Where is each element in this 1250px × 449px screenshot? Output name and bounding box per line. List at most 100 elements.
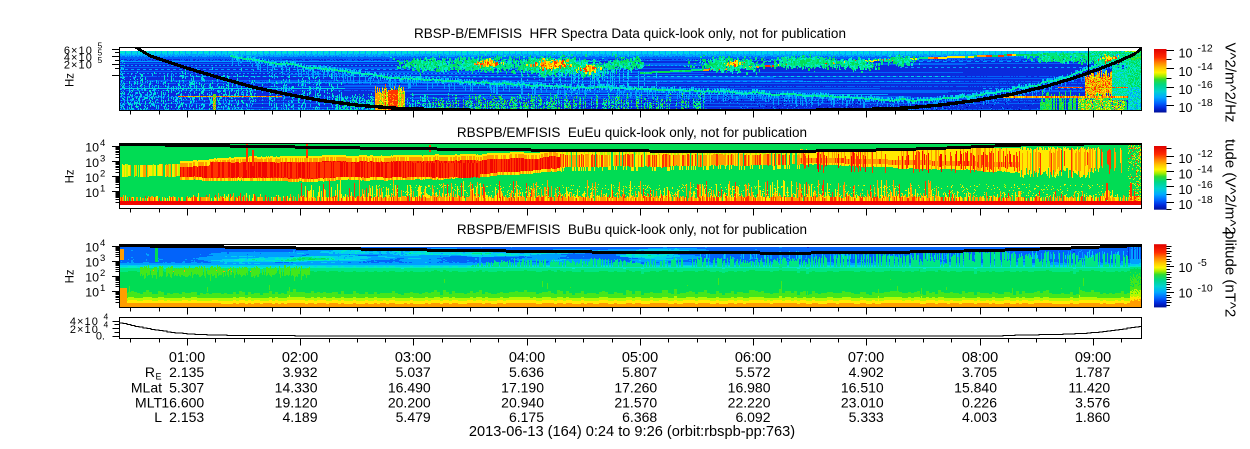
svg-text:10: 10 — [85, 156, 99, 170]
svg-text:10: 10 — [85, 271, 99, 285]
svg-text:R: R — [145, 364, 155, 380]
svg-text:6.368: 6.368 — [622, 409, 657, 425]
svg-text:21.570: 21.570 — [614, 394, 657, 410]
svg-text:10: 10 — [1179, 47, 1193, 61]
svg-text:1: 1 — [100, 184, 105, 195]
svg-text:5: 5 — [98, 55, 103, 65]
svg-text:5: 5 — [98, 41, 103, 51]
svg-text:5.037: 5.037 — [396, 364, 431, 380]
svg-text:2013-06-13 (164) 0:24 to 9:26: 2013-06-13 (164) 0:24 to 9:26 (orbit:rbs… — [469, 424, 795, 440]
svg-text:05:00: 05:00 — [622, 350, 658, 366]
svg-text:E: E — [156, 372, 162, 382]
svg-text:tude (V^2/m^2: tude (V^2/m^2 — [1222, 139, 1239, 235]
svg-text:-18: -18 — [1198, 194, 1213, 206]
svg-text:3: 3 — [100, 253, 105, 264]
svg-text:2: 2 — [100, 268, 105, 279]
svg-text:10: 10 — [1179, 198, 1193, 212]
svg-text:10: 10 — [1179, 101, 1193, 115]
svg-text:2×10: 2×10 — [64, 60, 93, 72]
svg-text:20.200: 20.200 — [388, 394, 431, 410]
svg-text:4: 4 — [104, 312, 109, 322]
svg-text:4: 4 — [104, 320, 109, 330]
svg-text:4: 4 — [100, 238, 105, 249]
svg-text:-12: -12 — [1198, 148, 1213, 160]
svg-text:23.010: 23.010 — [841, 394, 884, 410]
svg-text:16.490: 16.490 — [388, 379, 431, 395]
svg-text:3.932: 3.932 — [282, 364, 317, 380]
svg-text:10: 10 — [1179, 183, 1193, 197]
svg-text:16.600: 16.600 — [161, 394, 204, 410]
svg-text:06:00: 06:00 — [735, 350, 771, 366]
svg-text:10: 10 — [1179, 83, 1193, 97]
svg-text:6.175: 6.175 — [509, 409, 544, 425]
svg-text:0.226: 0.226 — [962, 394, 997, 410]
svg-text:4×10: 4×10 — [64, 52, 93, 64]
svg-text:02:00: 02:00 — [282, 350, 318, 366]
svg-text:4.902: 4.902 — [849, 364, 884, 380]
svg-text:RBSPB/EMFISIS BuBu quick-look: RBSPB/EMFISIS BuBu quick-look only, not … — [457, 222, 807, 237]
svg-text:1: 1 — [100, 283, 105, 294]
svg-text:-14: -14 — [1198, 163, 1213, 175]
svg-text:6.092: 6.092 — [735, 409, 770, 425]
svg-text:1.787: 1.787 — [1075, 364, 1110, 380]
svg-text:07:00: 07:00 — [848, 350, 884, 366]
svg-text:-14: -14 — [1198, 61, 1213, 73]
svg-text:-18: -18 — [1198, 97, 1213, 109]
svg-text:2.135: 2.135 — [169, 364, 204, 380]
svg-text:RBSP-B/EMFISIS HFR Spectra Da: RBSP-B/EMFISIS HFR Spectra Data quick-lo… — [414, 26, 846, 41]
svg-text:Hz: Hz — [64, 73, 76, 87]
svg-text:5.479: 5.479 — [396, 409, 431, 425]
svg-text:4: 4 — [100, 138, 105, 149]
svg-text:2.153: 2.153 — [169, 409, 204, 425]
svg-text:plitude (nT^2: plitude (nT^2 — [1222, 231, 1239, 317]
svg-text:2×10: 2×10 — [70, 324, 99, 336]
svg-text:3.576: 3.576 — [1075, 394, 1110, 410]
svg-text:RBSPB/EMFISIS EuEu quick-look: RBSPB/EMFISIS EuEu quick-look only, not … — [457, 125, 807, 140]
svg-text:5.636: 5.636 — [509, 364, 544, 380]
svg-text:5.307: 5.307 — [169, 379, 204, 395]
svg-text:MLT: MLT — [135, 394, 162, 410]
svg-text:20.940: 20.940 — [501, 394, 544, 410]
svg-text:6×10: 6×10 — [64, 45, 93, 57]
svg-text:4×10: 4×10 — [70, 316, 99, 328]
svg-text:-16: -16 — [1198, 179, 1213, 191]
svg-text:10: 10 — [85, 286, 99, 300]
svg-text:01:00: 01:00 — [169, 350, 205, 366]
svg-text:-5: -5 — [1198, 257, 1207, 269]
svg-text:4.003: 4.003 — [962, 409, 997, 425]
svg-text:10: 10 — [85, 186, 99, 200]
svg-text:5.807: 5.807 — [622, 364, 657, 380]
svg-text:15.840: 15.840 — [954, 379, 997, 395]
svg-text:10: 10 — [85, 141, 99, 155]
svg-text:1.860: 1.860 — [1075, 409, 1110, 425]
svg-text:3.705: 3.705 — [962, 364, 997, 380]
svg-text:10: 10 — [85, 240, 99, 254]
svg-text:5.572: 5.572 — [735, 364, 770, 380]
svg-text:10: 10 — [1179, 287, 1193, 301]
svg-text:19.120: 19.120 — [275, 394, 318, 410]
svg-text:-12: -12 — [1198, 43, 1213, 55]
svg-text:4.189: 4.189 — [282, 409, 317, 425]
svg-text:03:00: 03:00 — [395, 350, 431, 366]
svg-text:17.190: 17.190 — [501, 379, 544, 395]
svg-text:08:00: 08:00 — [962, 350, 998, 366]
svg-text:11.420: 11.420 — [1068, 379, 1110, 395]
svg-text:0.: 0. — [96, 331, 105, 343]
svg-text:-10: -10 — [1198, 283, 1213, 295]
svg-text:17.260: 17.260 — [614, 379, 657, 395]
svg-text:10: 10 — [1179, 167, 1193, 181]
svg-text:MLat: MLat — [131, 379, 162, 395]
svg-text:V^2/m^2/Hz: V^2/m^2/Hz — [1222, 43, 1239, 123]
svg-text:5.333: 5.333 — [849, 409, 884, 425]
svg-text:5: 5 — [98, 47, 103, 57]
svg-text:09:00: 09:00 — [1075, 350, 1111, 366]
svg-text:04:00: 04:00 — [509, 350, 545, 366]
svg-text:L: L — [154, 409, 162, 425]
svg-text:-16: -16 — [1198, 79, 1213, 91]
svg-text:10: 10 — [1179, 65, 1193, 79]
svg-text:14.330: 14.330 — [275, 379, 318, 395]
svg-text:Hz: Hz — [64, 269, 76, 283]
svg-text:16.980: 16.980 — [728, 379, 771, 395]
svg-text:22.220: 22.220 — [728, 394, 771, 410]
svg-text:16.510: 16.510 — [841, 379, 884, 395]
